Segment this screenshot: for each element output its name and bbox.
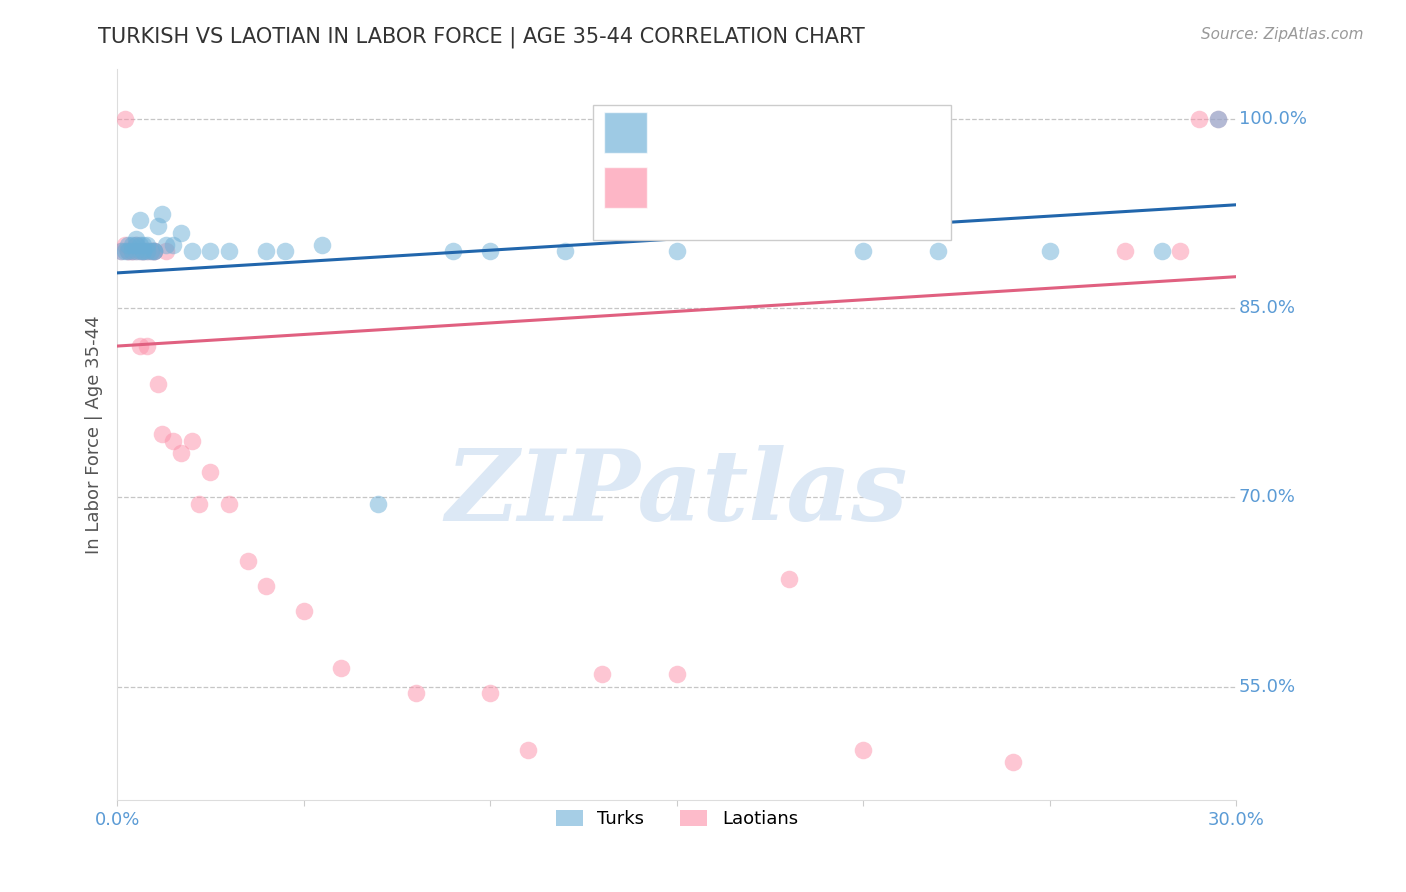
Point: [162, 434, 184, 448]
Point: [143, 244, 166, 259]
Point: [200, 244, 222, 259]
Point: [110, 244, 132, 259]
Point: [162, 238, 184, 252]
Point: [143, 244, 166, 259]
Point: [200, 465, 222, 479]
Point: [150, 206, 173, 220]
Point: [136, 244, 159, 259]
Point: [128, 339, 150, 353]
Point: [125, 238, 148, 252]
Text: 100.0%: 100.0%: [1239, 110, 1306, 128]
Point: [1188, 112, 1211, 126]
Point: [1170, 244, 1192, 259]
Text: 55.0%: 55.0%: [1239, 678, 1296, 696]
Point: [155, 238, 177, 252]
Point: [852, 244, 875, 259]
Point: [132, 244, 155, 259]
Point: [136, 339, 159, 353]
Point: [254, 244, 277, 259]
Point: [132, 244, 155, 259]
Point: [169, 446, 191, 460]
Point: [1114, 244, 1136, 259]
Point: [117, 244, 139, 259]
Point: [1206, 112, 1229, 126]
Point: [367, 497, 389, 511]
Text: R =  0.121   N = 43: R = 0.121 N = 43: [664, 178, 887, 197]
Legend: Turks, Laotians: Turks, Laotians: [548, 803, 806, 835]
Point: [128, 238, 150, 252]
Point: [155, 244, 177, 259]
Point: [132, 244, 155, 259]
Text: 70.0%: 70.0%: [1239, 489, 1295, 507]
Point: [125, 238, 148, 252]
Point: [665, 244, 688, 259]
Point: [479, 244, 502, 259]
Point: [441, 244, 464, 259]
Point: [778, 573, 800, 587]
Text: ZIPatlas: ZIPatlas: [446, 444, 908, 541]
Point: [125, 244, 148, 259]
FancyBboxPatch shape: [593, 105, 950, 241]
Point: [405, 686, 427, 700]
FancyBboxPatch shape: [605, 168, 647, 208]
Point: [121, 244, 143, 259]
Point: [117, 244, 139, 259]
Point: [180, 434, 202, 448]
Point: [148, 376, 170, 391]
Point: [121, 244, 143, 259]
Point: [136, 244, 159, 259]
Text: 85.0%: 85.0%: [1239, 299, 1296, 318]
Point: [591, 667, 613, 681]
Point: [148, 219, 170, 234]
Point: [236, 553, 259, 567]
Point: [1206, 112, 1229, 126]
FancyBboxPatch shape: [605, 112, 647, 153]
Point: [479, 686, 502, 700]
Point: [927, 244, 949, 259]
Text: TURKISH VS LAOTIAN IN LABOR FORCE | AGE 35-44 CORRELATION CHART: TURKISH VS LAOTIAN IN LABOR FORCE | AGE …: [98, 27, 865, 48]
Text: Source: ZipAtlas.com: Source: ZipAtlas.com: [1201, 27, 1364, 42]
Point: [128, 244, 150, 259]
Point: [254, 579, 277, 593]
Point: [117, 238, 139, 252]
Point: [128, 213, 150, 227]
Point: [180, 244, 202, 259]
Point: [125, 244, 148, 259]
Point: [330, 661, 353, 675]
Point: [516, 743, 538, 757]
Point: [665, 667, 688, 681]
Point: [139, 244, 162, 259]
Point: [110, 244, 132, 259]
Point: [125, 232, 148, 246]
Y-axis label: In Labor Force | Age 35-44: In Labor Force | Age 35-44: [86, 315, 103, 554]
Point: [114, 112, 136, 126]
Point: [121, 238, 143, 252]
Point: [132, 244, 155, 259]
Point: [218, 497, 240, 511]
Point: [169, 226, 191, 240]
Point: [117, 244, 139, 259]
Point: [114, 244, 136, 259]
Point: [1001, 756, 1024, 770]
Point: [554, 244, 576, 259]
Point: [852, 743, 875, 757]
Point: [218, 244, 240, 259]
Point: [128, 244, 150, 259]
Point: [114, 238, 136, 252]
Point: [139, 244, 162, 259]
Point: [1150, 244, 1173, 259]
Text: R = 0.243   N = 41: R = 0.243 N = 41: [664, 123, 875, 142]
Point: [1039, 244, 1062, 259]
Point: [121, 244, 143, 259]
Point: [143, 244, 166, 259]
Point: [274, 244, 297, 259]
Point: [132, 238, 155, 252]
Point: [150, 427, 173, 442]
Point: [188, 497, 211, 511]
Point: [311, 238, 333, 252]
Point: [136, 238, 159, 252]
Point: [143, 244, 166, 259]
Point: [292, 604, 315, 618]
